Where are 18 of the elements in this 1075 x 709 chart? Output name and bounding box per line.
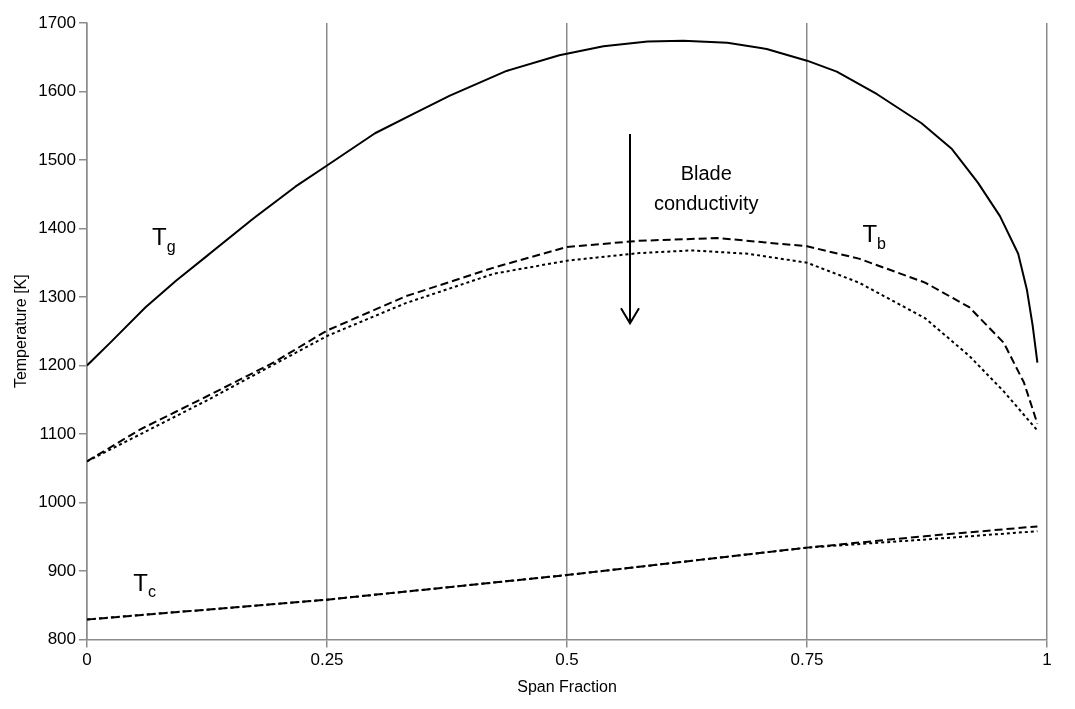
y-tick-label: 1600: [38, 81, 77, 101]
y-tick-label: 1500: [38, 149, 77, 169]
x-tick-label: 1: [1042, 650, 1052, 670]
y-tick-label: 1000: [38, 492, 77, 512]
y-tick-label: 1400: [38, 218, 77, 238]
y-tick-label: 1200: [38, 355, 77, 375]
x-tick-label: 0.75: [790, 650, 824, 670]
y-tick-label: 900: [47, 560, 77, 580]
x-tick-label: 0: [82, 650, 92, 670]
y-axis-title: Temperature [K]: [12, 274, 30, 389]
x-tick-label: 0.25: [310, 650, 344, 670]
annotation: Blade conductivity: [653, 161, 759, 214]
y-tick-label: 1100: [39, 423, 77, 443]
x-tick-label: 0.5: [555, 650, 579, 670]
y-tick-label: 1300: [38, 286, 77, 306]
y-tick-label: 800: [47, 629, 77, 649]
x-axis-title: Span Fraction: [517, 677, 617, 695]
y-tick-label: 1700: [38, 12, 77, 32]
